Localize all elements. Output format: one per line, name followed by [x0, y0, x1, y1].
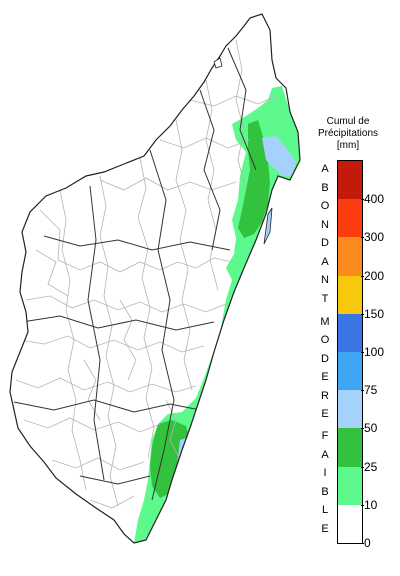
legend-title-line-1: Cumul de — [326, 116, 370, 127]
legend-category-abondant-letter: O — [320, 200, 330, 213]
legend-tick-75: 75 — [360, 383, 378, 398]
island-sainte-marie — [263, 207, 273, 245]
region-boundaries — [13, 47, 257, 501]
legend-category-abondant-letter: A — [321, 255, 329, 268]
legend-category-faible-letter: E — [321, 522, 329, 535]
legend-swatch-300-400 — [338, 199, 362, 238]
rain-zone-25-50-south — [150, 420, 190, 498]
legend-category-modere-letter: R — [321, 389, 329, 402]
legend-tick-10: 10 — [360, 497, 378, 512]
legend-category-modere-letter: M — [320, 315, 330, 328]
legend-category-faible-letter: I — [323, 467, 327, 480]
legend-tick-150: 150 — [360, 306, 385, 321]
legend-category-faible-letter: F — [321, 430, 329, 443]
legend-title-line-3: [mm] — [336, 140, 360, 151]
legend-tick-100: 100 — [360, 345, 385, 359]
legend-category-faible-letter: B — [321, 485, 329, 498]
legend-category-modere-letter: O — [320, 334, 330, 347]
island-land — [10, 14, 300, 543]
legend-swatch-75-100 — [338, 352, 362, 391]
legend-tick-200: 200 — [360, 268, 385, 283]
legend-swatch-200-300 — [338, 237, 362, 276]
legend-category-modere-letter: E — [321, 408, 329, 421]
legend-tick-25: 25 — [360, 459, 378, 474]
rain-zone-25-50-north — [238, 120, 270, 238]
legend-category-abondant-letter: D — [321, 237, 329, 250]
legend-category-abondant-letter: B — [321, 181, 329, 194]
legend-category-abondant-letter: A — [321, 163, 329, 176]
district-boundaries — [15, 39, 277, 509]
legend-tick-300: 300 — [360, 230, 385, 245]
legend-category-abondant-letter: N — [321, 274, 329, 287]
legend-swatch-400-500 — [338, 161, 362, 200]
legend-category-abondant-letter: N — [321, 218, 329, 231]
legend-tick-50: 50 — [360, 421, 378, 436]
legend-color-bar — [337, 160, 363, 544]
island-outline — [9, 13, 301, 544]
legend-category-abondant-letter: T — [321, 292, 329, 305]
legend-swatch-10-25 — [338, 466, 362, 505]
legend-category-modere-letter: E — [321, 371, 329, 384]
island-nosy-be — [213, 57, 223, 69]
rain-zone-50-75-bay — [262, 136, 296, 176]
legend-swatch-0-10 — [338, 504, 362, 543]
legend-category-modere-letter: D — [321, 352, 329, 365]
legend-swatch-150-200 — [338, 275, 362, 314]
legend-swatch-25-50 — [338, 428, 362, 467]
legend-tick-400: 400 — [360, 192, 385, 207]
legend-swatch-100-150 — [338, 313, 362, 352]
legend-category-faible-letter: L — [321, 504, 329, 517]
legend-category-faible-letter: A — [321, 448, 329, 461]
legend-swatch-50-75 — [338, 390, 362, 429]
legend-tick-0: 0 — [361, 536, 371, 550]
legend-title-line-2: Précipitations — [317, 128, 379, 139]
